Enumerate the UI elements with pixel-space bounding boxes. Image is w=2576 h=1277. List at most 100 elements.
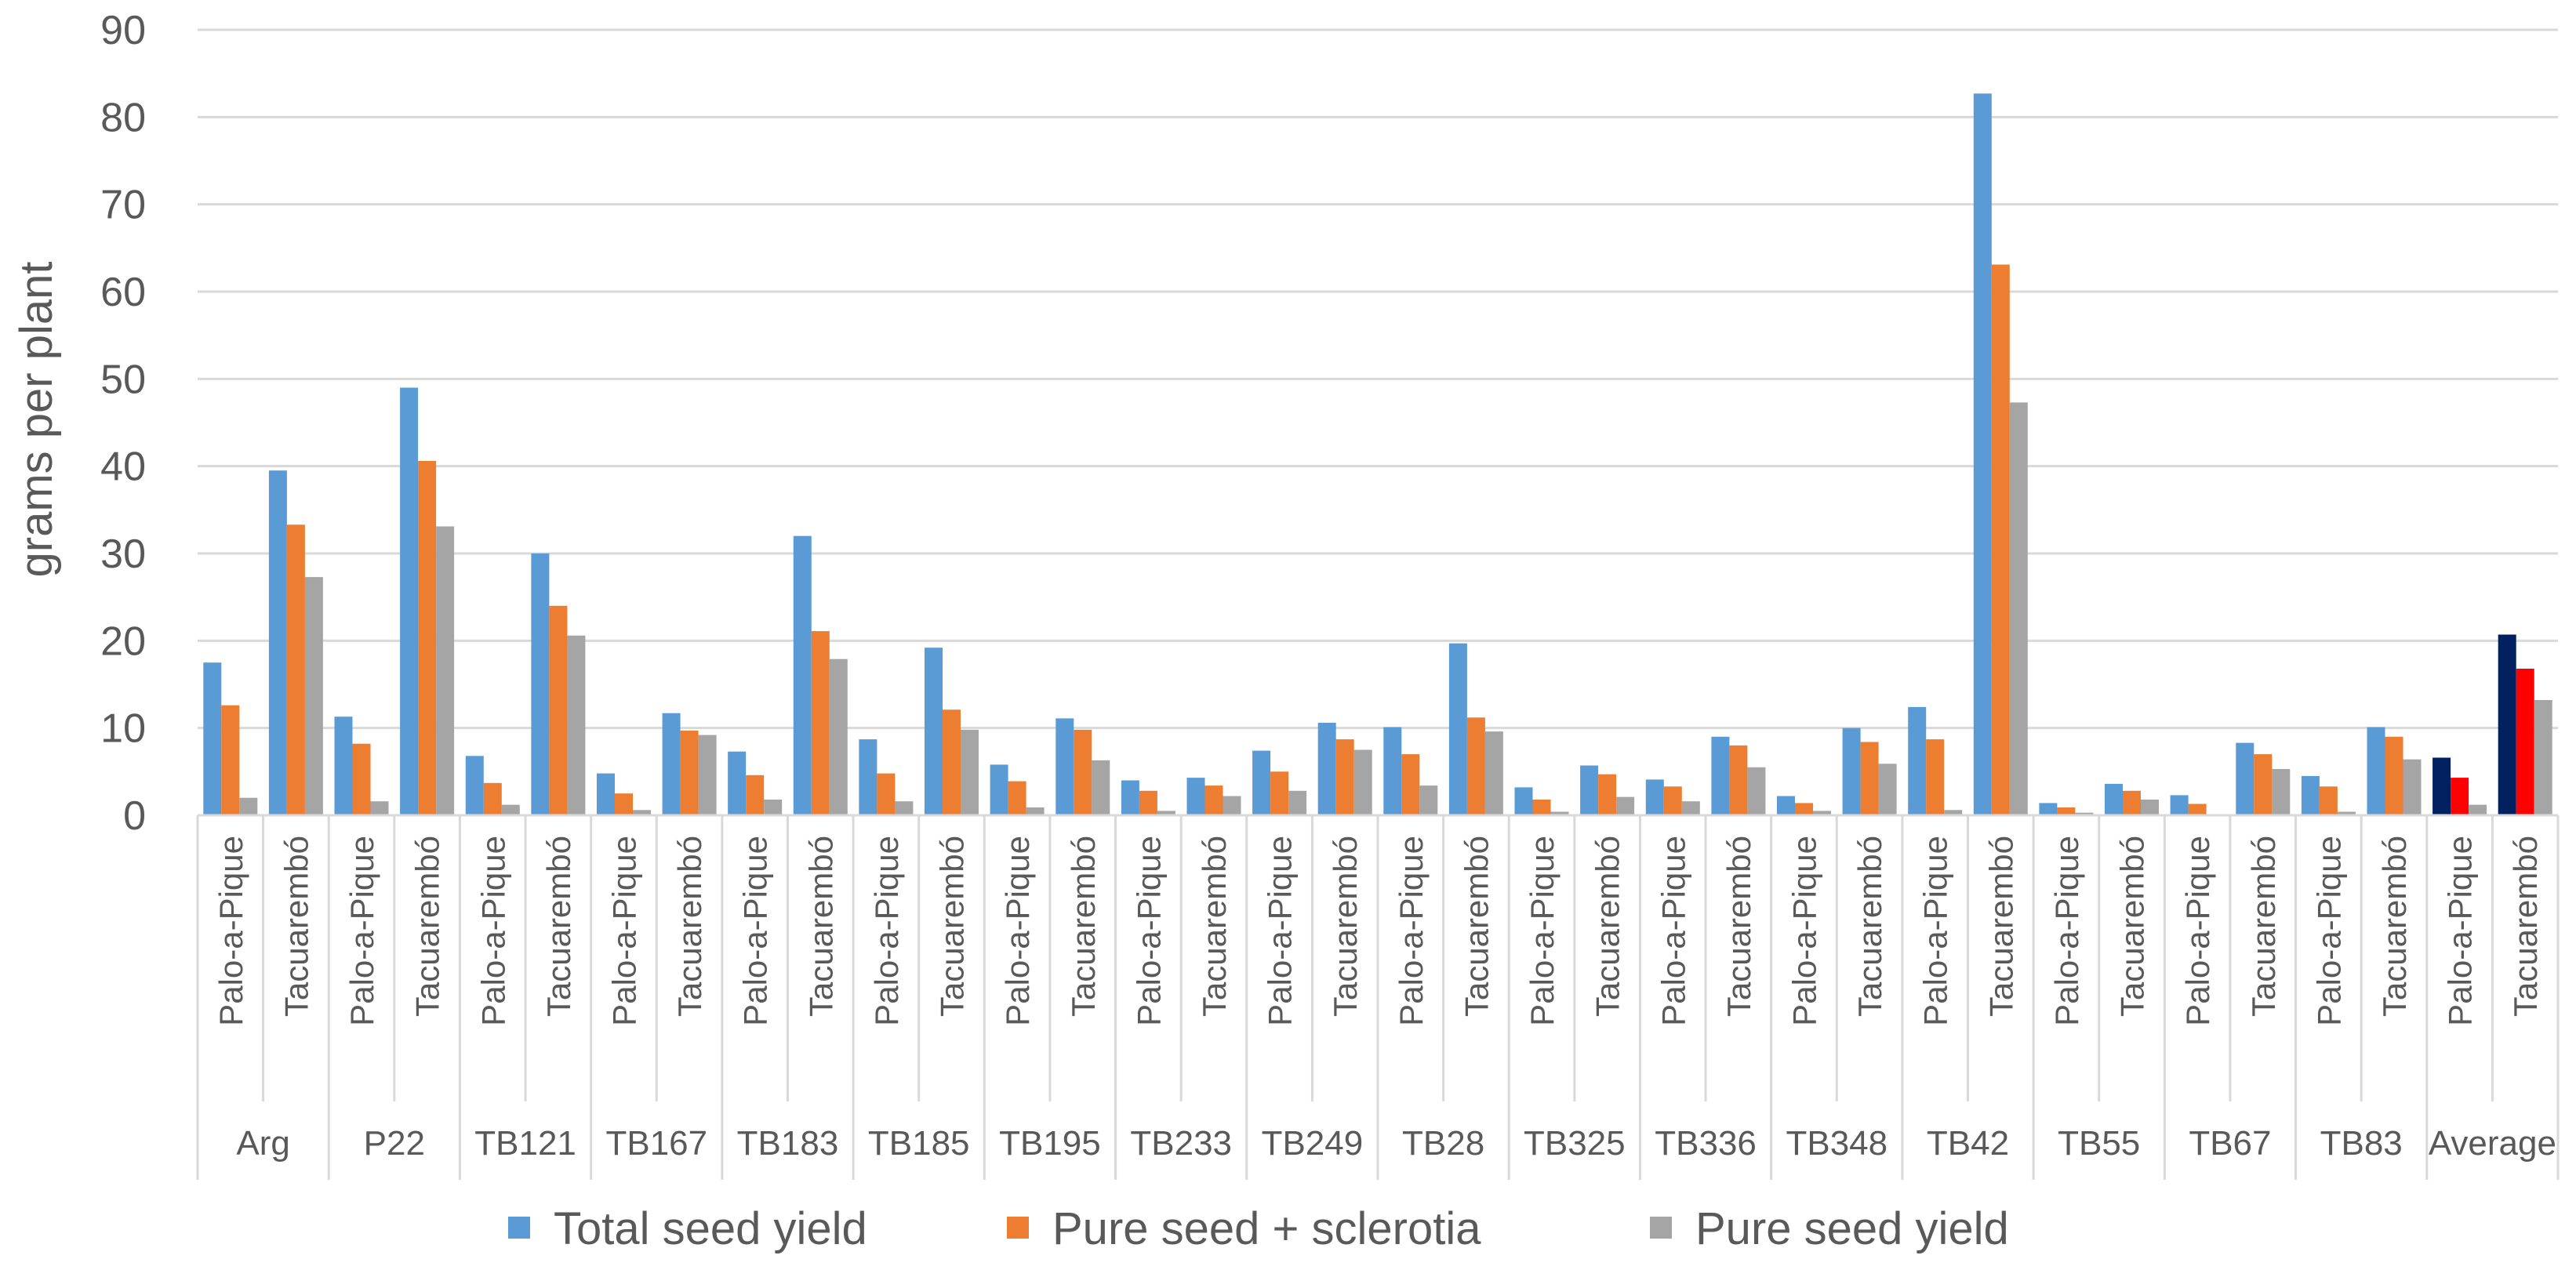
group-label: TB249 (1262, 1124, 1364, 1163)
bar-total-seed-yield (2170, 795, 2189, 815)
x-tick-label: Palo-a-Pique (2442, 836, 2479, 1026)
bar-pure-seed-yield (1944, 810, 1963, 815)
bar-total-seed-yield (1842, 727, 1861, 815)
bar-pure-seed-sclerotia (811, 631, 830, 815)
bar-total-seed-yield (334, 716, 353, 815)
x-tick-label: Tacuarembó (1720, 836, 1757, 1017)
x-tick-labels: Palo-a-Pique Tacuarembó Palo-a-Pique Tacuar… (213, 836, 2544, 1026)
bar-pure-seed-yield (1616, 796, 1635, 815)
x-tick-label: Palo-a-Pique (999, 836, 1036, 1026)
bar-pure-seed-yield (304, 577, 323, 815)
x-tick-label: Palo-a-Pique (1524, 836, 1560, 1026)
y-tick-label: 10 (100, 706, 146, 752)
y-tick-labels: 0 10 20 30 40 50 60 70 80 90 (100, 8, 146, 839)
x-tick-label: Tacuarembó (1851, 836, 1888, 1017)
bar-pure-seed-yield (1550, 811, 1569, 815)
legend-label-pure-seed-yield: Pure seed yield (1695, 1203, 2009, 1254)
bar-total-seed-yield (1514, 787, 1533, 815)
y-tick-label: 20 (100, 619, 146, 664)
y-tick-label: 60 (100, 270, 146, 315)
y-tick-label: 70 (100, 183, 146, 228)
bar-pure-seed-sclerotia (877, 773, 896, 815)
bar-total-seed-yield (1383, 727, 1402, 815)
y-tick-label: 0 (123, 793, 146, 839)
bar-pure-seed-sclerotia (418, 461, 437, 815)
bar-pure-seed-yield (239, 797, 258, 815)
bar-pure-seed-sclerotia (221, 705, 240, 815)
group-label: TB55 (2058, 1124, 2140, 1163)
group-label: P22 (364, 1124, 425, 1163)
group-label: TB325 (1524, 1124, 1626, 1163)
x-tick-label: Palo-a-Pique (2179, 836, 2216, 1026)
bar-pure-seed-yield (895, 801, 914, 815)
x-tick-label: Tacuarembó (2245, 836, 2282, 1017)
x-tick-label: Palo-a-Pique (1655, 836, 1691, 1026)
axes (196, 814, 2560, 1180)
bar-pure-seed-sclerotia (2516, 669, 2534, 815)
legend-label-pure-seed-sclerotia: Pure seed + sclerotia (1052, 1203, 1481, 1254)
legend-swatch-pure-seed-yield (1650, 1217, 1672, 1239)
legend-label-total-seed-yield: Total seed yield (554, 1203, 867, 1254)
bar-pure-seed-yield (1026, 807, 1045, 815)
bar-pure-seed-yield (2403, 759, 2422, 815)
bar-pure-seed-sclerotia (943, 709, 961, 815)
bar-pure-seed-yield (567, 635, 586, 815)
bar-pure-seed-sclerotia (2451, 778, 2469, 815)
bar-pure-seed-sclerotia (1663, 786, 1682, 815)
bar-total-seed-yield (531, 553, 550, 815)
group-label: TB167 (605, 1124, 707, 1163)
bar-pure-seed-sclerotia (1860, 742, 1879, 815)
x-tick-label: Tacuarembó (1982, 836, 2019, 1017)
x-tick-label: Palo-a-Pique (1262, 836, 1299, 1026)
x-tick-label: Tacuarembó (671, 836, 708, 1017)
bar-pure-seed-yield (2272, 769, 2291, 815)
bar-total-seed-yield (2105, 783, 2123, 815)
bar-total-seed-yield (2432, 757, 2451, 815)
bar-total-seed-yield (465, 756, 484, 815)
bar-pure-seed-sclerotia (2385, 736, 2403, 815)
bar-pure-seed-yield (2534, 700, 2552, 815)
bar-pure-seed-yield (370, 801, 389, 815)
group-label: Arg (236, 1124, 289, 1163)
bar-total-seed-yield (1908, 706, 1927, 815)
bar-pure-seed-yield (1288, 790, 1307, 815)
bar-pure-seed-sclerotia (1401, 754, 1420, 815)
y-tick-label: 30 (100, 531, 146, 577)
group-label: TB336 (1655, 1124, 1757, 1163)
x-tick-label: Palo-a-Pique (213, 836, 249, 1026)
x-tick-label: Tacuarembó (1590, 836, 1626, 1017)
group-label: TB83 (2320, 1124, 2403, 1163)
bar-pure-seed-yield (2075, 812, 2094, 815)
x-tick-label: Tacuarembó (2376, 836, 2413, 1017)
x-tick-label: Palo-a-Pique (606, 836, 643, 1026)
bar-pure-seed-yield (1747, 767, 1766, 815)
bar-total-seed-yield (203, 662, 222, 815)
bar-total-seed-yield (793, 535, 812, 815)
bar-pure-seed-sclerotia (352, 743, 371, 815)
bar-total-seed-yield (1186, 778, 1205, 815)
x-tick-label: Palo-a-Pique (737, 836, 774, 1026)
bar-total-seed-yield (1317, 723, 1336, 815)
x-tick-label: Palo-a-Pique (1917, 836, 1954, 1026)
bar-pure-seed-yield (436, 526, 455, 815)
y-tick-label: 50 (100, 357, 146, 402)
bar-total-seed-yield (2039, 803, 2058, 815)
x-tick-label: Palo-a-Pique (868, 836, 905, 1026)
x-tick-label: Palo-a-Pique (474, 836, 511, 1026)
x-tick-label: Tacuarembó (1065, 836, 1102, 1017)
bar-total-seed-yield (1711, 736, 1730, 815)
bar-pure-seed-yield (1681, 801, 1700, 815)
bar-pure-seed-yield (1092, 760, 1110, 815)
bar-pure-seed-yield (1353, 749, 1372, 815)
group-label: TB185 (868, 1124, 970, 1163)
bar-pure-seed-sclerotia (680, 731, 699, 815)
x-tick-label: Palo-a-Pique (1393, 836, 1430, 1026)
bar-pure-seed-sclerotia (1270, 771, 1289, 815)
bar-pure-seed-yield (829, 658, 848, 815)
bar-pure-seed-sclerotia (549, 605, 568, 815)
bar-pure-seed-sclerotia (2254, 754, 2273, 815)
y-axis-label: grams per plant (11, 262, 62, 578)
bar-pure-seed-sclerotia (1139, 790, 1157, 815)
bar-pure-seed-yield (633, 810, 651, 815)
